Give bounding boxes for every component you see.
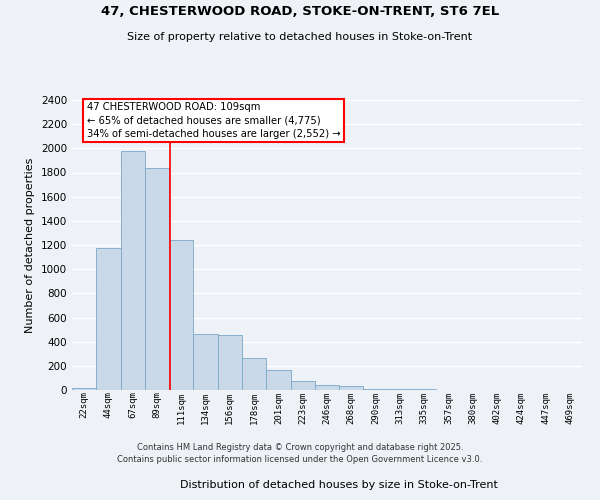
Bar	[290, 381, 315, 390]
Text: Distribution of detached houses by size in Stoke-on-Trent: Distribution of detached houses by size …	[180, 480, 498, 490]
Bar	[364, 389, 388, 390]
Bar	[242, 358, 266, 390]
Bar	[315, 385, 339, 390]
Text: 47 CHESTERWOOD ROAD: 109sqm
← 65% of detached houses are smaller (4,775)
34% of : 47 CHESTERWOOD ROAD: 109sqm ← 65% of det…	[86, 102, 340, 139]
Text: 47, CHESTERWOOD ROAD, STOKE-ON-TRENT, ST6 7EL: 47, CHESTERWOOD ROAD, STOKE-ON-TRENT, ST…	[101, 5, 499, 18]
Bar	[388, 389, 412, 390]
Bar	[266, 370, 290, 390]
Y-axis label: Number of detached properties: Number of detached properties	[25, 158, 35, 332]
Bar	[169, 240, 193, 390]
Bar	[121, 152, 145, 390]
Text: Contains HM Land Registry data © Crown copyright and database right 2025.
Contai: Contains HM Land Registry data © Crown c…	[118, 442, 482, 464]
Bar	[218, 335, 242, 390]
Text: Size of property relative to detached houses in Stoke-on-Trent: Size of property relative to detached ho…	[127, 32, 473, 42]
Bar	[72, 388, 96, 390]
Bar	[96, 248, 121, 390]
Bar	[339, 386, 364, 390]
Bar	[193, 334, 218, 390]
Bar	[145, 168, 169, 390]
